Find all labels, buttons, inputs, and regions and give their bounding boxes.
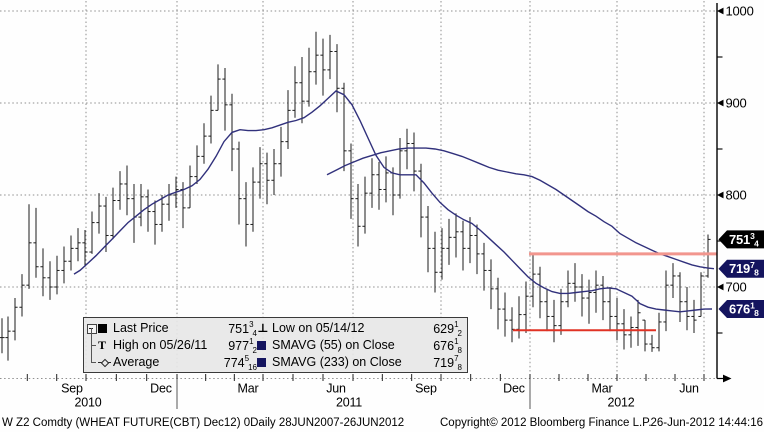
y-axis-label: 700	[726, 280, 747, 295]
svg-text:75134: 75134	[729, 231, 759, 249]
price-bars	[0, 31, 711, 361]
legend-label: SMAVG (233) on Close	[272, 355, 402, 369]
price-badge: 75134	[718, 230, 764, 249]
x-axis-year-label: 2012	[607, 396, 634, 410]
tree-branch	[87, 345, 98, 371]
svg-text:71978: 71978	[729, 260, 759, 278]
copyright-text: Copyright© 2012 Bloomberg Finance L.P.	[440, 417, 652, 429]
legend-value: 75134	[228, 319, 257, 338]
price-badge: 67618	[718, 299, 764, 318]
y-tick-arrow-icon	[717, 191, 724, 199]
chart-legend: Last Price 75134 T High on 05/26/11 9771…	[83, 317, 468, 373]
legend-collapse-icon[interactable]	[87, 320, 98, 337]
instrument-description: W Z2 Comdty (WHEAT FUTURE(CBT) Dec12) 0D…	[2, 417, 405, 429]
footer-bar: W Z2 Comdty (WHEAT FUTURE(CBT) Dec12) 0D…	[0, 415, 764, 432]
legend-value: 97712	[228, 336, 257, 355]
x-axis-month-label: Sep	[415, 382, 437, 396]
x-axis-month-label: Dec	[150, 382, 172, 396]
legend-row-average: Average 774516	[87, 345, 257, 372]
last-price-swatch	[98, 324, 107, 333]
x-axis-month-label: Jun	[679, 382, 699, 396]
legend-row-smavg-233: SMAVG (233) on Close 71978	[257, 354, 462, 372]
average-marker-icon	[98, 358, 111, 367]
smavg-233-line	[326, 147, 715, 270]
y-axis-label: 1000	[726, 4, 754, 19]
y-axis-label: 800	[726, 188, 747, 203]
legend-label: High on 05/26/11	[113, 338, 208, 352]
legend-value: 774516	[223, 353, 257, 372]
legend-row-high: T High on 05/26/11 97712	[87, 328, 257, 355]
x-axis-month-label: Jun	[326, 382, 346, 396]
svg-text:67618: 67618	[729, 300, 759, 318]
legend-label: Average	[113, 355, 160, 369]
legend-row-low: ⊥ Low on 05/14/12 62912	[257, 320, 462, 338]
tree-branch	[87, 328, 98, 354]
low-marker-icon: ⊥	[257, 321, 269, 335]
legend-value: 67618	[433, 336, 462, 355]
x-axis-month-label: Sep	[61, 382, 83, 396]
y-axis-label: 900	[726, 96, 747, 111]
y-tick-arrow-icon	[717, 99, 724, 107]
smavg-55-line	[73, 90, 713, 313]
legend-column-left: Last Price 75134 T High on 05/26/11 9771…	[87, 320, 257, 372]
timestamp: 26-Jun-2012 14:44:16	[650, 417, 763, 429]
smavg-233-swatch	[257, 358, 266, 367]
smavg-55-swatch	[257, 341, 266, 350]
x-axis-year-label: 2010	[74, 396, 101, 410]
legend-label: Low on 05/14/12	[272, 321, 365, 335]
legend-value: 62912	[433, 319, 462, 338]
x-axis-month-label: Dec	[503, 382, 525, 396]
x-axis-month-label: Mar	[238, 382, 259, 396]
legend-row-last-price: Last Price 75134	[87, 320, 257, 338]
high-marker-icon: T	[98, 338, 107, 352]
x-axis-arrow-icon	[723, 374, 732, 383]
y-tick-arrow-icon	[717, 283, 724, 291]
legend-label: Last Price	[113, 321, 169, 335]
legend-value: 71978	[433, 353, 462, 372]
legend-label: SMAVG (55) on Close	[272, 338, 395, 352]
x-axis-year-label: 2011	[336, 396, 362, 410]
x-axis-month-label: Mar	[592, 382, 613, 396]
legend-row-smavg-55: SMAVG (55) on Close 67618	[257, 337, 462, 355]
price-badge: 71978	[718, 259, 764, 278]
y-tick-arrow-icon	[717, 7, 724, 15]
legend-column-right: ⊥ Low on 05/14/12 62912 SMAVG (55) on Cl…	[257, 320, 462, 372]
